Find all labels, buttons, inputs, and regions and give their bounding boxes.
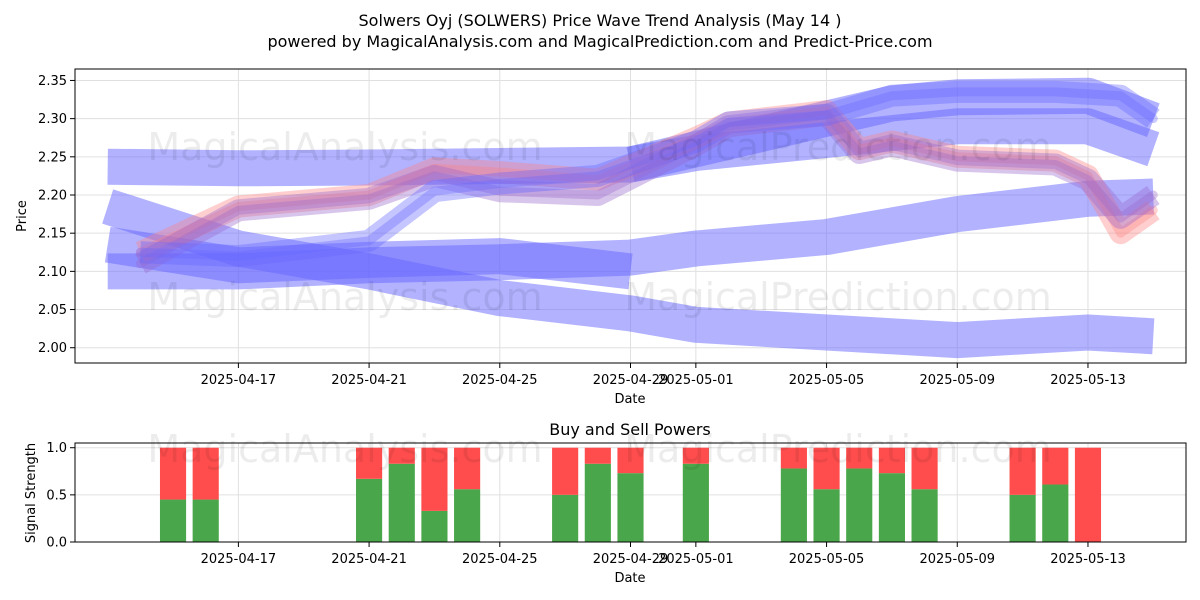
signal-x-tick-label-2: 2025-04-25 — [462, 552, 538, 567]
watermark-analysis-bottom: MagicalAnalysis.com — [147, 427, 542, 471]
price-band-band-top-right — [626, 77, 1160, 183]
watermark-analysis-top-2: MagicalAnalysis.com — [147, 275, 542, 319]
price-x-tick-label-6: 2025-05-09 — [919, 373, 995, 388]
price-y-tick-label-0: 2.00 — [38, 341, 67, 356]
price-x-tick-label-1: 2025-04-21 — [331, 373, 407, 388]
signal-y-ticks: 0.0 0.5 1.0 — [46, 441, 75, 551]
sell-bar-2025-05-04 — [780, 447, 807, 469]
sell-bar-2025-05-05 — [813, 447, 840, 490]
buy-bar-2025-04-23 — [421, 510, 448, 542]
buy-bar-2025-05-12 — [1042, 484, 1069, 542]
price-x-tick-label-3: 2025-04-29 — [593, 373, 669, 388]
signal-panel: Buy and Sell Powers MagicalAnalysis.com … — [24, 420, 1187, 586]
chart-title-line2: powered by MagicalAnalysis.com and Magic… — [267, 32, 932, 51]
watermark-prediction-top-2: MagicalPrediction.com — [624, 275, 1052, 319]
watermark-analysis-top-1: MagicalAnalysis.com — [147, 125, 542, 169]
price-band-wave-red — [135, 100, 1160, 263]
price-y-axis-title: Price — [15, 200, 30, 232]
buy-bar-2025-04-24 — [454, 489, 481, 542]
buy-bar-2025-05-06 — [846, 468, 873, 542]
price-y-tick-label-2: 2.10 — [38, 265, 67, 280]
signal-x-tick-label-4: 2025-05-01 — [658, 552, 734, 567]
signal-x-ticks: 2025-04-17 2025-04-21 2025-04-25 2025-04-29… — [201, 542, 1126, 567]
price-band-core-wave-purple — [135, 110, 1158, 269]
sell-bar-2025-05-01 — [682, 447, 709, 464]
sell-bar-2025-05-07 — [878, 447, 905, 474]
price-y-tick-label-6: 2.30 — [38, 112, 67, 127]
price-x-axis-title: Date — [614, 392, 645, 407]
price-band-core-wave-red — [135, 106, 1158, 257]
buy-bar-2025-04-15 — [159, 499, 187, 542]
price-band-core-wave-blue — [135, 87, 1158, 261]
sell-bar-2025-05-06 — [846, 447, 873, 469]
price-band-band-lower-left — [104, 226, 633, 290]
buy-bar-2025-04-27 — [552, 494, 579, 542]
price-x-ticks: 2025-04-17 2025-04-21 2025-04-25 2025-04-29… — [201, 363, 1126, 388]
watermark-prediction-bottom: MagicalPrediction.com — [624, 427, 1052, 471]
signal-x-tick-label-7: 2025-05-13 — [1050, 552, 1126, 567]
sell-bar-2025-04-24 — [454, 447, 481, 490]
price-panel: MagicalAnalysis.com MagicalPrediction.co… — [15, 68, 1187, 407]
signal-x-tick-label-1: 2025-04-21 — [331, 552, 407, 567]
price-y-tick-label-7: 2.35 — [38, 74, 67, 89]
sell-bar-2025-04-15 — [159, 447, 187, 500]
sell-bar-2025-04-29 — [617, 447, 644, 474]
signal-x-tick-label-6: 2025-05-09 — [919, 552, 995, 567]
signal-y-tick-label-0: 0.0 — [46, 536, 67, 551]
price-x-tick-label-0: 2025-04-17 — [201, 373, 277, 388]
sell-bar-2025-04-23 — [421, 447, 448, 511]
sell-bar-2025-04-22 — [388, 447, 415, 464]
price-x-tick-label-2: 2025-04-25 — [462, 373, 538, 388]
signal-y-tick-label-1: 0.5 — [46, 488, 67, 503]
sell-bar-2025-04-16 — [192, 447, 219, 500]
buy-bar-2025-04-28 — [584, 463, 611, 542]
signal-y-axis-title: Signal Strength — [24, 443, 39, 543]
sell-bar-2025-05-08 — [911, 447, 938, 490]
buy-bar-2025-05-07 — [878, 473, 905, 542]
chart-title-line1: Solwers Oyj (SOLWERS) Price Wave Trend A… — [359, 11, 842, 30]
price-x-tick-label-4: 2025-05-01 — [658, 373, 734, 388]
sell-bar-2025-04-28 — [584, 447, 611, 464]
buy-bar-2025-05-05 — [813, 489, 840, 542]
buy-bar-2025-04-21 — [356, 478, 383, 542]
sell-bar-2025-05-12 — [1042, 447, 1069, 485]
sell-bar-2025-05-13 — [1074, 447, 1102, 542]
signal-bars — [159, 447, 1102, 542]
buy-bar-2025-05-08 — [911, 489, 938, 542]
price-y-tick-label-5: 2.25 — [38, 150, 67, 165]
price-wave-bands — [102, 77, 1160, 359]
price-y-tick-label-4: 2.20 — [38, 189, 67, 204]
price-y-ticks: 2.00 2.05 2.10 2.15 2.20 2.25 2.30 2.35 — [38, 74, 75, 356]
price-band-wave-blue — [139, 80, 1160, 268]
sell-bar-2025-05-11 — [1009, 447, 1036, 495]
price-x-tick-label-5: 2025-05-05 — [789, 373, 865, 388]
watermark-prediction-top-1: MagicalPrediction.com — [624, 125, 1052, 169]
signal-y-tick-label-2: 1.0 — [46, 441, 67, 456]
signal-x-axis-title: Date — [614, 571, 645, 586]
buy-bar-2025-05-04 — [780, 468, 807, 542]
price-y-tick-label-3: 2.15 — [38, 227, 67, 242]
price-band-wave-purple — [135, 103, 1160, 274]
signal-x-tick-label-5: 2025-05-05 — [789, 552, 865, 567]
buy-bar-2025-05-11 — [1009, 494, 1036, 542]
signal-panel-title: Buy and Sell Powers — [549, 420, 711, 439]
signal-x-tick-label-0: 2025-04-17 — [201, 552, 277, 567]
price-y-tick-label-1: 2.05 — [38, 303, 67, 318]
price-x-tick-label-7: 2025-05-13 — [1050, 373, 1126, 388]
sell-bar-2025-04-27 — [552, 447, 579, 495]
buy-bar-2025-04-22 — [388, 463, 415, 542]
signal-x-tick-label-3: 2025-04-29 — [593, 552, 669, 567]
buy-bar-2025-04-29 — [617, 473, 644, 542]
buy-bar-2025-05-01 — [682, 463, 709, 542]
buy-bar-2025-04-16 — [192, 499, 219, 542]
sell-bar-2025-04-21 — [356, 447, 383, 479]
